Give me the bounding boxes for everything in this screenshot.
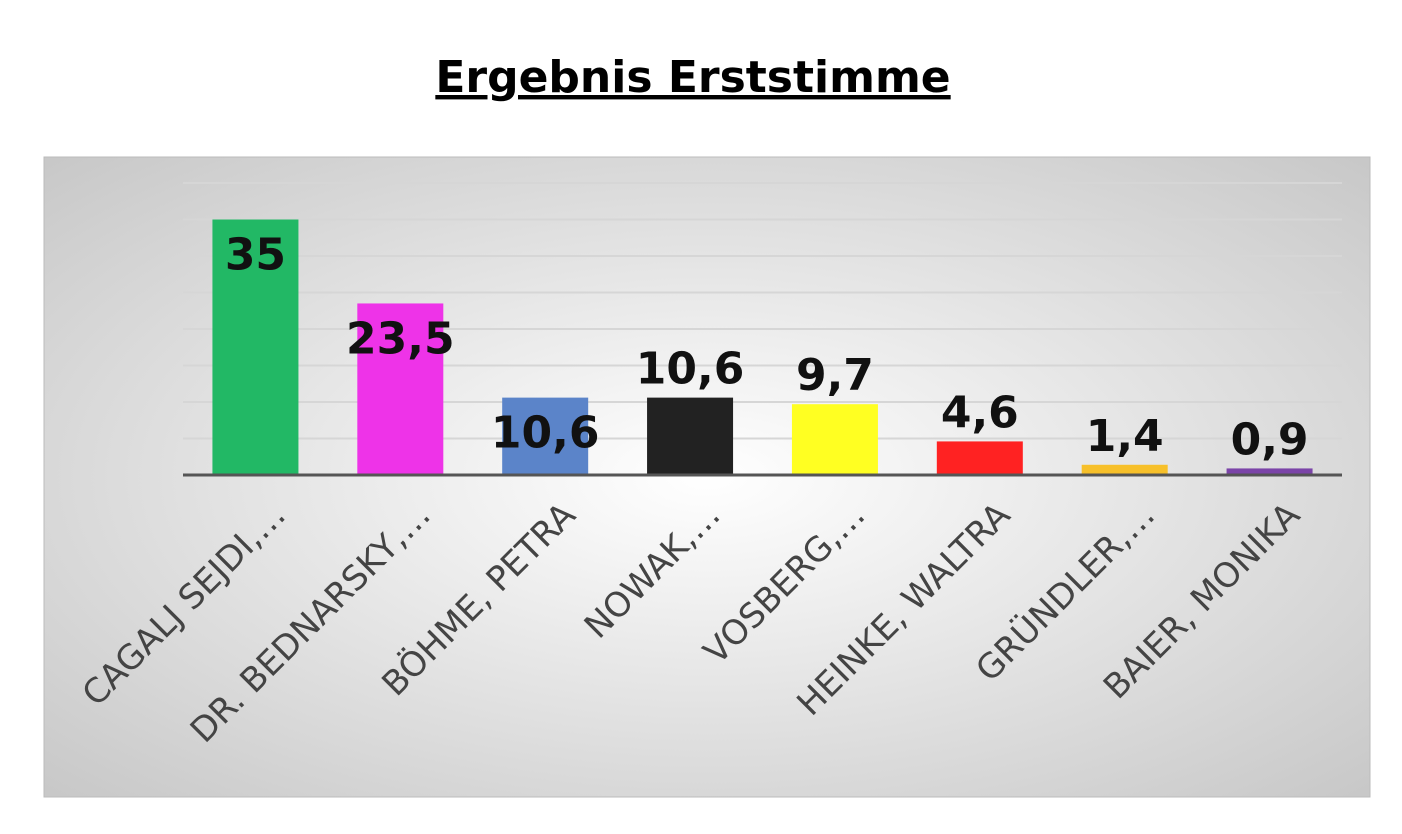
data-label: 9,7 (796, 350, 874, 401)
data-label: 23,5 (346, 313, 455, 364)
bar (936, 441, 1023, 475)
data-label: 4,6 (941, 387, 1019, 438)
data-label: 10,6 (636, 344, 745, 395)
data-label: 35 (225, 230, 286, 281)
bar (502, 397, 589, 475)
data-label: 1,4 (1086, 411, 1164, 462)
bar (357, 303, 444, 475)
bar (1081, 464, 1168, 475)
data-label: 10,6 (491, 408, 600, 459)
bar (212, 219, 299, 475)
bar (1226, 468, 1313, 475)
data-label: 0,9 (1231, 414, 1309, 465)
bar (647, 397, 734, 475)
bar (791, 404, 878, 475)
chart-title: Ergebnis Erststimme (435, 52, 950, 103)
